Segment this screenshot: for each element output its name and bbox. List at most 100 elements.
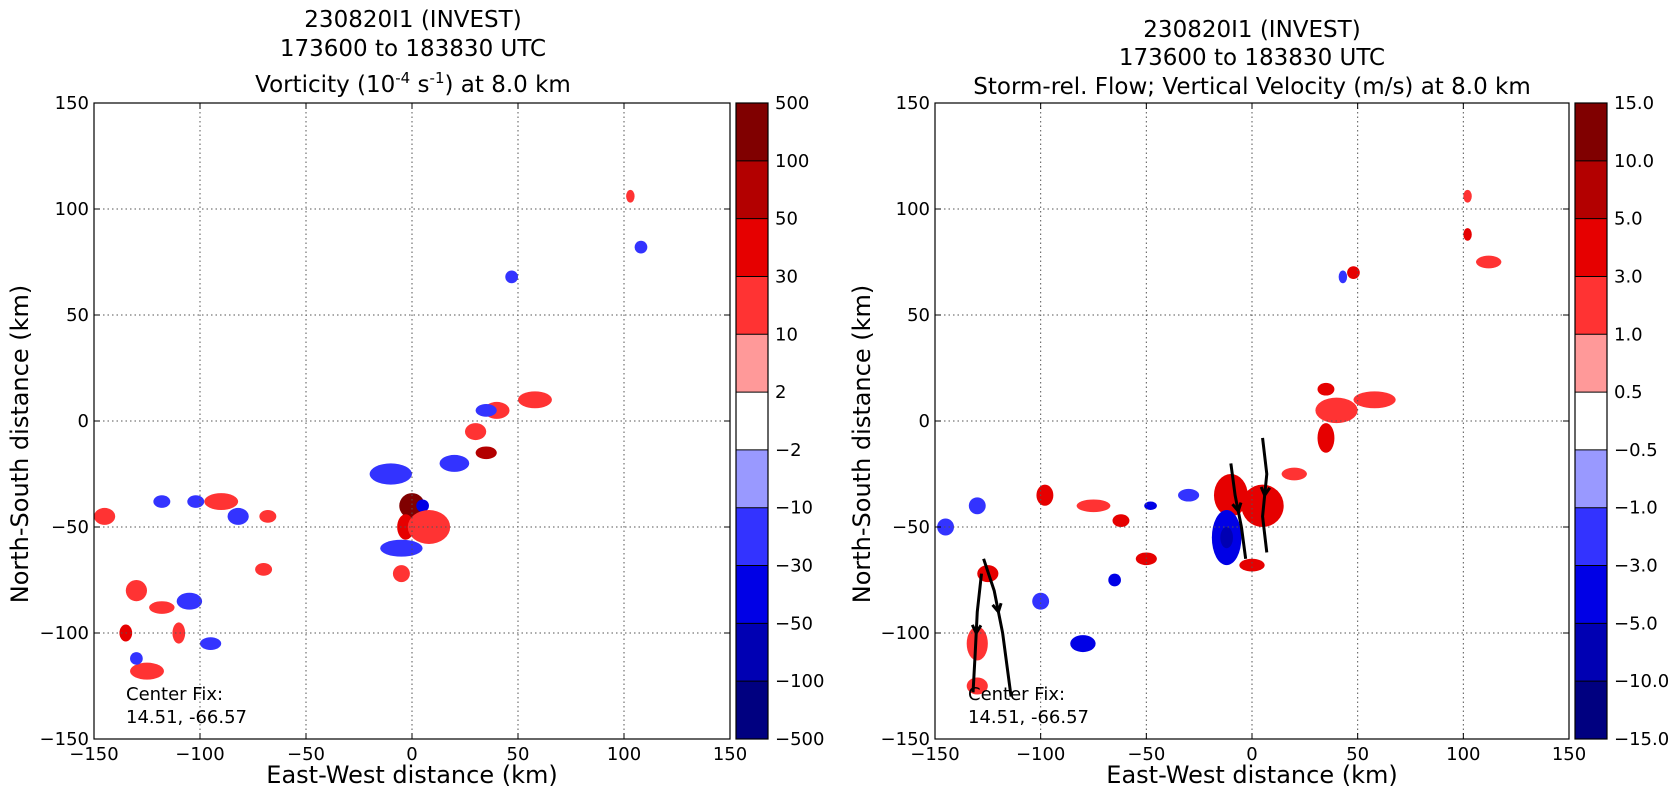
contour-patch: [176, 592, 203, 610]
contour-patch: [1476, 255, 1502, 269]
colorbar: 15.0 10.0 5.0 3.0 1.0 0.5 −0.5 −1.0 −3.0 −5.0 −10.…: [1574, 93, 1669, 750]
colorbar-segment: [736, 103, 768, 162]
contour-patch: [1338, 270, 1348, 284]
contour-patch: [1315, 397, 1358, 424]
colorbar-segment: [1575, 334, 1607, 393]
contour-patch: [399, 493, 425, 519]
contour-patch: [1463, 228, 1472, 241]
contour-patch: [149, 601, 175, 614]
contour-patch: [439, 454, 470, 472]
contour-patch: [392, 565, 410, 583]
colorbar-label: −2: [775, 440, 802, 461]
chart-title-main: Storm-rel. Flow; Vertical Velocity (m/s)…: [973, 74, 1531, 100]
plot-background: [935, 103, 1569, 739]
colorbar-label: 10: [775, 324, 798, 345]
chart-title-main: Vorticity (10-4 s-1) at 8.0 km: [255, 69, 571, 98]
colorbar-segment: [736, 334, 768, 393]
colorbar-label: −100: [775, 671, 824, 692]
x-tick-label: −50: [1127, 744, 1165, 765]
y-tick-label: −100: [881, 623, 930, 644]
center-fix-label: Center Fix:: [126, 684, 223, 705]
colorbar-label: −15.0: [1614, 729, 1669, 750]
streamline-arrow: [1259, 486, 1271, 499]
contour-patch: [1108, 573, 1121, 587]
colorbar-frame: [735, 102, 769, 740]
x-tick-label: 0: [406, 744, 417, 765]
contour-patch: [518, 391, 552, 409]
colorbar-label: −10.0: [1614, 671, 1669, 692]
colorbar-label: −10: [775, 498, 813, 519]
y-tick-label: 0: [919, 411, 930, 432]
y-tick-label: −150: [881, 729, 930, 750]
x-tick-label: 150: [713, 744, 747, 765]
contour-patch: [968, 497, 986, 515]
center-fix-label: Center Fix:: [968, 684, 1065, 705]
colorbar-segment: [1575, 276, 1607, 335]
colorbar-label: −1.0: [1614, 498, 1658, 519]
contour-patch: [125, 580, 147, 602]
contour-patch: [1070, 635, 1096, 653]
vertical-velocity-panel: 230820I1 (INVEST) 173600 to 183830 UTC S…: [848, 17, 1669, 789]
colorbar-label: 500: [775, 93, 809, 114]
contour-patch: [465, 423, 487, 441]
colorbar-segment: [1575, 392, 1607, 451]
contour-patch: [1032, 592, 1050, 610]
x-tick-label: 50: [1346, 744, 1369, 765]
y-tick-label: 50: [66, 305, 89, 326]
x-tick-label: 100: [607, 744, 641, 765]
contour-patch: [255, 563, 273, 576]
y-tick-label: 100: [896, 199, 930, 220]
y-tick-label: −50: [51, 517, 89, 538]
field-contours: [94, 189, 648, 680]
x-axis-label: East-West distance (km): [266, 761, 557, 789]
contour-patch: [1178, 488, 1200, 502]
colorbar-label: 100: [775, 151, 809, 172]
contour-patch: [94, 507, 116, 525]
x-tick-label: −100: [175, 744, 224, 765]
contour-patch: [1317, 423, 1335, 453]
colorbar-label: −500: [775, 729, 824, 750]
contour-patch: [259, 510, 277, 523]
contour-patch: [937, 518, 955, 536]
colorbar-segment: [736, 623, 768, 682]
chart-title-line-1: 230820I1 (INVEST): [304, 7, 521, 33]
contour-patch: [1144, 501, 1157, 511]
contour-patch: [1220, 527, 1233, 549]
y-tick-label: 0: [78, 411, 89, 432]
colorbar-label: −5.0: [1614, 613, 1658, 634]
x-tick-label: −150: [910, 744, 959, 765]
colorbar-label: 5.0: [1614, 209, 1643, 230]
colorbar-segment: [736, 218, 768, 277]
contour-patch: [626, 189, 635, 203]
contour-patch: [505, 270, 518, 284]
colorbar: 500 100 50 30 10 2 −2 −10 −30 −50 −100 −500: [735, 93, 824, 750]
x-tick-label: 150: [1552, 744, 1586, 765]
center-fix-value: 14.51, -66.57: [126, 707, 247, 728]
colorbar-segment: [1575, 103, 1607, 162]
colorbar-segment: [736, 392, 768, 451]
colorbar-segment: [736, 160, 768, 220]
center-fix-value: 14.51, -66.57: [968, 707, 1089, 728]
colorbar-label: −30: [775, 556, 813, 577]
colorbar-segment: [1575, 507, 1607, 567]
contour-patch: [369, 463, 412, 485]
colorbar-label: 15.0: [1614, 93, 1654, 114]
contour-patch: [153, 495, 171, 508]
x-tick-label: 0: [1246, 744, 1257, 765]
contour-patch: [187, 495, 205, 508]
y-tick-label: −100: [40, 623, 89, 644]
x-tick-label: −150: [69, 744, 118, 765]
y-axis-label: North-South distance (km): [848, 285, 876, 604]
colorbar-label: 1.0: [1614, 324, 1643, 345]
contour-patch: [380, 539, 423, 557]
streamline-arrow: [970, 624, 983, 637]
x-tick-label: 50: [507, 744, 530, 765]
colorbar-label: −0.5: [1614, 440, 1658, 461]
x-axis-label: East-West distance (km): [1106, 761, 1397, 789]
y-tick-label: 100: [55, 199, 89, 220]
y-tick-label: 150: [55, 93, 89, 114]
colorbar-label: 0.5: [1614, 382, 1643, 403]
colorbar-segment: [1575, 449, 1607, 509]
colorbar-label: −3.0: [1614, 556, 1658, 577]
